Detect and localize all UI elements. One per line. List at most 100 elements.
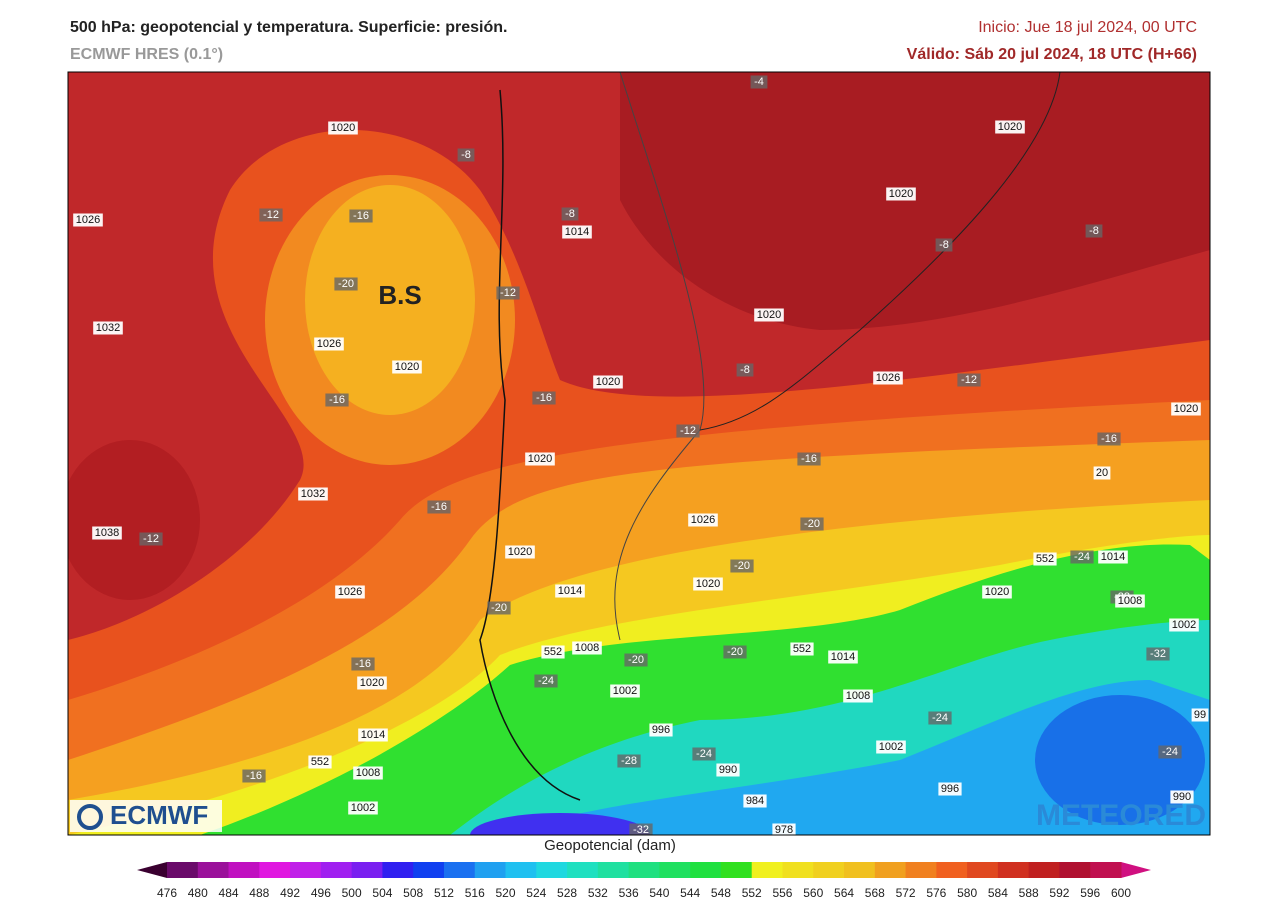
isobar-label: 1008 xyxy=(575,642,599,654)
label-box xyxy=(1158,745,1182,759)
colorbar-swatch xyxy=(751,862,783,878)
label-box xyxy=(1033,552,1057,566)
label-box xyxy=(353,766,383,780)
isobar-label: 1014 xyxy=(831,651,855,663)
colorbar-tick-label: 512 xyxy=(434,886,454,900)
label-box xyxy=(736,363,754,377)
label-box xyxy=(328,121,358,135)
colorbar-title: Geopotencial (dam) xyxy=(544,837,676,854)
colorbar-tick-label: 540 xyxy=(649,886,669,900)
label-box xyxy=(334,277,358,291)
colorbar-swatch xyxy=(320,862,353,878)
label-box xyxy=(1093,466,1111,480)
label-box xyxy=(314,337,344,351)
label-box xyxy=(610,684,640,698)
colorbar-tick-label: 476 xyxy=(157,886,177,900)
subtitle: ECMWF HRES (0.1°) xyxy=(70,46,223,63)
annotation: B.S xyxy=(378,280,421,310)
label-box xyxy=(800,517,824,531)
isobar-label: 1002 xyxy=(613,685,637,697)
isobar-label: 1014 xyxy=(565,226,589,238)
label-box xyxy=(572,641,602,655)
isobar-label: 99 xyxy=(1194,709,1206,721)
temperature-label: -16 xyxy=(246,770,262,782)
label-box xyxy=(73,213,103,227)
isobar-label: 20 xyxy=(1096,467,1108,479)
isobar-label: 1032 xyxy=(301,488,325,500)
isobar-label: 990 xyxy=(719,764,737,776)
colorbar-tick-label: 544 xyxy=(680,886,700,900)
isobar-label: 1020 xyxy=(757,309,781,321)
colorbar-swatch xyxy=(567,862,599,878)
temperature-label: -24 xyxy=(1162,746,1178,758)
isobar-label: 1032 xyxy=(96,322,120,334)
isobar-label: 1020 xyxy=(1174,403,1198,415)
label-box xyxy=(772,823,796,835)
label-box xyxy=(351,657,375,671)
colorbar-swatch xyxy=(936,862,968,878)
temperature-label: -8 xyxy=(939,239,949,251)
isobar-label: 1008 xyxy=(356,767,380,779)
label-box xyxy=(1097,432,1121,446)
isobar-label: 1008 xyxy=(1118,595,1142,607)
label-box xyxy=(325,393,349,407)
colorbar-tick-label: 532 xyxy=(588,886,608,900)
colorbar-swatch xyxy=(782,862,814,878)
label-box xyxy=(308,755,332,769)
label-box xyxy=(730,559,754,573)
label-box xyxy=(886,187,916,201)
label-box xyxy=(1170,790,1194,804)
temperature-label: -28 xyxy=(621,755,637,767)
temperature-label: -20 xyxy=(491,602,507,614)
colorbar-tick-label: 500 xyxy=(342,886,362,900)
temperature-label: -32 xyxy=(633,824,649,836)
colorbar-tick-label: 508 xyxy=(403,886,423,900)
label-box xyxy=(743,794,767,808)
temperature-label: -24 xyxy=(1074,551,1090,563)
isobar-label: 1014 xyxy=(558,585,582,597)
label-box xyxy=(1169,618,1199,632)
colorbar-under xyxy=(137,862,167,878)
isobar-label: 996 xyxy=(652,724,670,736)
temperature-label: -20 xyxy=(804,518,820,530)
temperature-label: -8 xyxy=(1089,225,1099,237)
colorbar-tick-label: 600 xyxy=(1111,886,1131,900)
label-box xyxy=(957,373,981,387)
label-box xyxy=(1115,594,1145,608)
colorbar-tick-label: 556 xyxy=(772,886,792,900)
label-box xyxy=(139,532,163,546)
colorbar-swatch xyxy=(1028,862,1060,878)
label-box xyxy=(392,360,422,374)
isobar-label: 978 xyxy=(775,824,793,836)
temperature-label: -8 xyxy=(461,149,471,161)
colorbar-swatch xyxy=(197,862,230,878)
colorbar-tick-label: 588 xyxy=(1019,886,1039,900)
label-box xyxy=(593,375,623,389)
isobar-label: 1020 xyxy=(331,122,355,134)
label-box xyxy=(561,207,579,221)
colorbar-tick-label: 552 xyxy=(742,886,762,900)
isobar-label: 552 xyxy=(311,756,329,768)
isobar-label: 1008 xyxy=(846,690,870,702)
label-box xyxy=(716,763,740,777)
label-box xyxy=(348,801,378,815)
colorbar-swatch xyxy=(351,862,383,878)
isobar-label: 1026 xyxy=(691,514,715,526)
colorbar-tick-label: 580 xyxy=(957,886,977,900)
isobar-label: 552 xyxy=(793,643,811,655)
label-box xyxy=(358,728,388,742)
label-box xyxy=(624,653,648,667)
label-box xyxy=(692,747,716,761)
ecmwf-logo: ECMWF xyxy=(110,800,208,830)
temperature-label: -16 xyxy=(329,394,345,406)
isobar-label: 1020 xyxy=(395,361,419,373)
colorbar-swatch xyxy=(382,862,414,878)
label-box xyxy=(693,577,723,591)
label-box xyxy=(298,487,328,501)
isobar-label: 1026 xyxy=(338,586,362,598)
label-box xyxy=(562,225,592,239)
label-box xyxy=(1191,708,1209,722)
label-box xyxy=(1146,647,1170,661)
colorbar-tick-label: 496 xyxy=(311,886,331,900)
label-box xyxy=(525,452,555,466)
